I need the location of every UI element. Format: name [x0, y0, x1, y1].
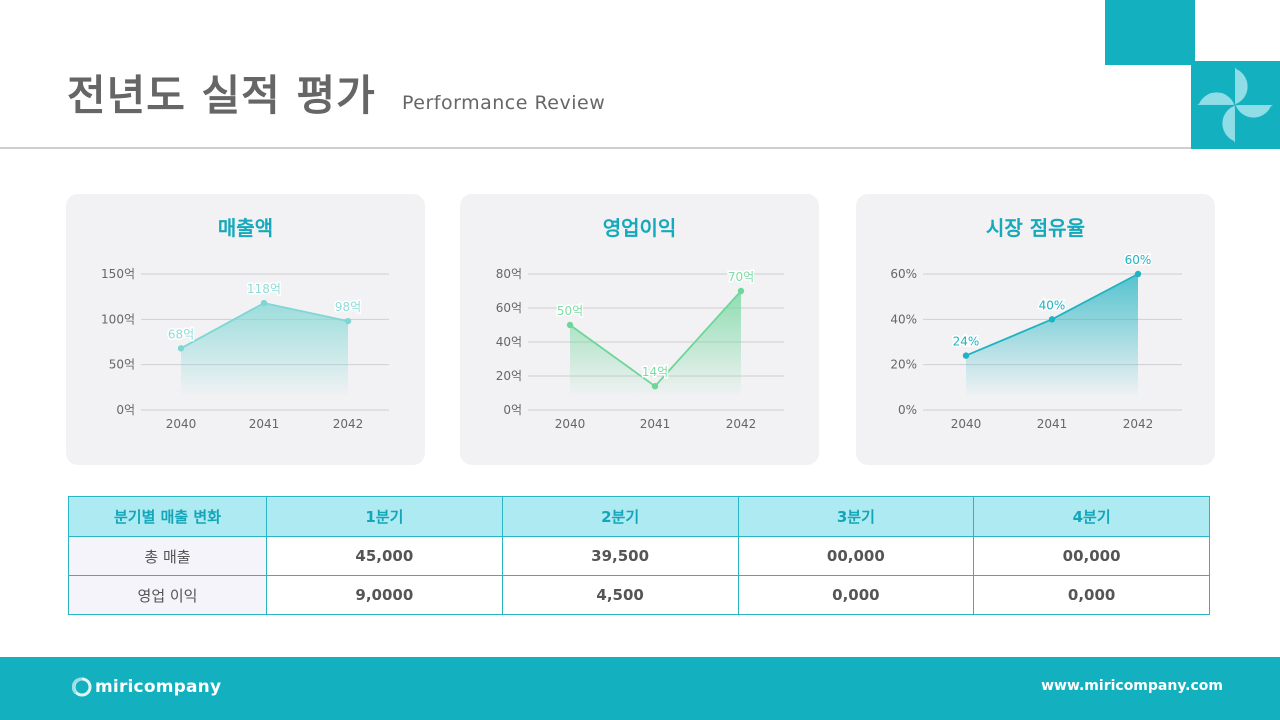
- y-tick-label: 100억: [101, 312, 135, 326]
- y-tick-label: 20%: [890, 358, 917, 372]
- data-point: [651, 383, 659, 390]
- footer-bar: miricompany www.miricompany.com: [0, 657, 1280, 720]
- brand-logo: miricompany: [72, 676, 221, 698]
- table-cell: 9,0000: [266, 575, 503, 615]
- data-point: [260, 299, 268, 307]
- y-tick-label: 0억: [116, 403, 135, 417]
- value-label: 50억: [557, 304, 583, 318]
- x-tick-label: 2040: [951, 417, 982, 431]
- x-tick-label: 2042: [1123, 417, 1154, 431]
- data-point: [566, 321, 574, 329]
- row-label-total-sales: 총 매출: [68, 536, 267, 576]
- table-cell: 4,500: [501, 575, 739, 615]
- area-fill: [966, 274, 1138, 398]
- x-tick-label: 2040: [555, 417, 586, 431]
- x-tick-label: 2042: [726, 417, 757, 431]
- data-point: [177, 345, 185, 352]
- page-title: 전년도 실적 평가: [67, 71, 376, 120]
- table-header-cell: 분기별 매출 변화: [68, 496, 267, 537]
- y-tick-label: 80억: [496, 267, 522, 281]
- chart-title: 영업이익: [602, 216, 677, 240]
- value-label: 24%: [953, 335, 980, 349]
- data-point: [1134, 270, 1142, 278]
- data-point: [962, 352, 970, 359]
- y-tick-label: 0%: [898, 403, 917, 417]
- table-cell: 00,000: [973, 536, 1210, 576]
- y-tick-label: 60억: [496, 301, 522, 315]
- value-label: 98억: [335, 300, 361, 314]
- table-cell: 0,000: [973, 575, 1210, 615]
- table-header-cell: 1분기: [266, 496, 503, 537]
- table-cell: 39,500: [501, 536, 739, 576]
- area-fill: [181, 303, 348, 398]
- y-tick-label: 40억: [496, 335, 522, 349]
- revenue-area-chart: 0억 50억 100억 150억 68억 118억 98억 2040 2041 2042: [101, 267, 389, 431]
- corner-decoration-square: [1191, 61, 1280, 149]
- value-label: 118억: [247, 282, 281, 296]
- chart-title: 시장 점유율: [986, 216, 1085, 240]
- header-divider: [0, 147, 1280, 149]
- table-header-cell: 3분기: [737, 496, 975, 537]
- x-tick-label: 2041: [1037, 417, 1068, 431]
- table-row: 총 매출 45,000 39,500 00,000 00,000: [68, 536, 1210, 576]
- market-share-area-chart: 0% 20% 40% 60% 24% 40% 60% 2040 2041 2042: [890, 252, 1182, 431]
- ring-logo-icon: [72, 677, 92, 697]
- y-tick-label: 20억: [496, 369, 522, 383]
- website-link[interactable]: www.miricompany.com: [1041, 678, 1223, 694]
- value-label: 14억: [642, 365, 668, 379]
- page-subtitle: Performance Review: [402, 92, 606, 114]
- chart-card-market-share: 시장 점유율 0% 20% 40% 60% 24% 40% 60% 2040 2041 2042: [856, 194, 1215, 465]
- corner-decoration-square: [1105, 0, 1195, 65]
- data-point: [737, 287, 745, 295]
- chart-card-revenue: 매출액 0억 50억 100억 150억 68억 118억 98억 2040 2041 2042: [66, 194, 425, 465]
- x-tick-label: 2041: [640, 417, 671, 431]
- y-tick-label: 0억: [503, 403, 522, 417]
- x-tick-label: 2042: [333, 417, 364, 431]
- y-tick-label: 60%: [890, 267, 917, 281]
- x-tick-label: 2041: [249, 417, 280, 431]
- x-tick-label: 2040: [166, 417, 197, 431]
- data-point: [344, 317, 352, 325]
- table-row: 영업 이익 9,0000 4,500 0,000 0,000: [68, 575, 1210, 615]
- pinwheel-icon: [1197, 67, 1273, 143]
- value-label: 68억: [168, 327, 194, 341]
- data-point: [1048, 316, 1056, 323]
- table-header-cell: 4분기: [973, 496, 1210, 537]
- brand-name: miricompany: [95, 677, 222, 697]
- table-header-cell: 2분기: [501, 496, 739, 537]
- chart-card-operating-profit: 영업이익 0억 20억 40억 60억 80억 50억 14억 70억 2040 2041 2042: [460, 194, 819, 465]
- y-tick-label: 50억: [109, 358, 135, 372]
- value-label: 40%: [1039, 298, 1066, 312]
- area-fill: [570, 291, 741, 398]
- y-tick-label: 40%: [890, 312, 917, 326]
- operating-profit-area-chart: 0억 20억 40억 60억 80억 50억 14억 70억 2040 2041 2042: [496, 267, 784, 431]
- row-label-operating-profit: 영업 이익: [68, 575, 267, 615]
- value-label: 70억: [728, 270, 754, 284]
- y-tick-label: 150억: [101, 267, 135, 281]
- table-cell: 45,000: [266, 536, 503, 576]
- quarterly-sales-table: 분기별 매출 변화 1분기 2분기 3분기 4분기 총 매출 45,000 39…: [68, 496, 1210, 615]
- chart-title: 매출액: [217, 216, 274, 240]
- table-header-row: 분기별 매출 변화 1분기 2분기 3분기 4분기: [68, 496, 1210, 537]
- value-label: 60%: [1125, 253, 1152, 267]
- table-cell: 00,000: [737, 536, 975, 576]
- table-cell: 0,000: [737, 575, 975, 615]
